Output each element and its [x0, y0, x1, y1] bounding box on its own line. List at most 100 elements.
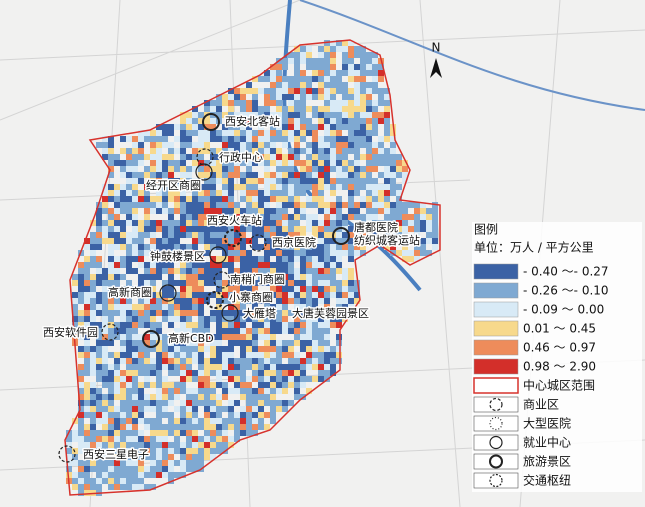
- density-cell: [252, 268, 258, 274]
- density-cell: [252, 184, 258, 190]
- density-cell: [420, 238, 426, 244]
- density-cell: [210, 136, 216, 142]
- density-cell: [348, 190, 354, 196]
- density-cell: [270, 118, 276, 124]
- density-cell: [222, 418, 228, 424]
- density-cell: [336, 292, 342, 298]
- density-cell: [132, 202, 138, 208]
- density-cell: [96, 364, 102, 370]
- density-cell: [228, 364, 234, 370]
- density-cell: [120, 322, 126, 328]
- density-cell: [78, 310, 84, 316]
- density-cell: [288, 82, 294, 88]
- density-cell: [234, 382, 240, 388]
- density-cell: [210, 244, 216, 250]
- density-cell: [300, 160, 306, 166]
- density-cell: [186, 286, 192, 292]
- density-cell: [246, 364, 252, 370]
- density-cell: [174, 334, 180, 340]
- density-cell: [78, 280, 84, 286]
- density-cell: [168, 154, 174, 160]
- density-cell: [288, 130, 294, 136]
- density-cell: [102, 274, 108, 280]
- density-cell: [282, 94, 288, 100]
- density-cell: [300, 124, 306, 130]
- density-cell: [330, 178, 336, 184]
- density-cell: [102, 304, 108, 310]
- density-cell: [126, 172, 132, 178]
- density-cell: [264, 358, 270, 364]
- density-cell: [372, 100, 378, 106]
- density-cell: [276, 64, 282, 70]
- density-cell: [270, 370, 276, 376]
- density-cell: [168, 364, 174, 370]
- density-cell: [432, 208, 438, 214]
- density-cell: [330, 64, 336, 70]
- density-cell: [282, 142, 288, 148]
- density-cell: [168, 472, 174, 478]
- density-cell: [384, 244, 390, 250]
- density-cell: [318, 172, 324, 178]
- density-cell: [114, 454, 120, 460]
- density-cell: [216, 286, 222, 292]
- density-cell: [132, 232, 138, 238]
- density-cell: [174, 310, 180, 316]
- density-cell: [114, 388, 120, 394]
- density-cell: [90, 352, 96, 358]
- density-cell: [228, 148, 234, 154]
- density-cell: [288, 292, 294, 298]
- density-cell: [222, 310, 228, 316]
- density-cell: [174, 418, 180, 424]
- density-cell: [162, 220, 168, 226]
- density-cell: [312, 268, 318, 274]
- density-cell: [294, 172, 300, 178]
- density-cell: [216, 232, 222, 238]
- density-cell: [102, 226, 108, 232]
- density-cell: [336, 322, 342, 328]
- density-cell: [78, 352, 84, 358]
- density-cell: [342, 304, 348, 310]
- density-cell: [300, 262, 306, 268]
- density-cell: [114, 214, 120, 220]
- density-cell: [150, 238, 156, 244]
- density-cell: [216, 382, 222, 388]
- density-cell: [264, 166, 270, 172]
- density-cell: [192, 358, 198, 364]
- density-cell: [270, 190, 276, 196]
- density-cell: [360, 88, 366, 94]
- density-cell: [318, 196, 324, 202]
- density-cell: [132, 160, 138, 166]
- density-cell: [270, 154, 276, 160]
- density-cell: [258, 322, 264, 328]
- density-cell: [294, 382, 300, 388]
- density-cell: [102, 220, 108, 226]
- density-cell: [108, 214, 114, 220]
- density-cell: [90, 382, 96, 388]
- density-cell: [108, 226, 114, 232]
- density-cell: [150, 148, 156, 154]
- density-cell: [336, 208, 342, 214]
- density-cell: [264, 376, 270, 382]
- density-cell: [270, 304, 276, 310]
- density-cell: [198, 226, 204, 232]
- density-cell: [114, 310, 120, 316]
- density-cell: [312, 184, 318, 190]
- density-cell: [300, 322, 306, 328]
- density-cell: [390, 130, 396, 136]
- density-cell: [84, 382, 90, 388]
- density-cell: [408, 214, 414, 220]
- density-cell: [396, 160, 402, 166]
- density-cell: [144, 154, 150, 160]
- density-cell: [342, 70, 348, 76]
- density-cell: [90, 454, 96, 460]
- density-cell: [300, 136, 306, 142]
- density-cell: [156, 130, 162, 136]
- density-cell: [294, 106, 300, 112]
- density-cell: [96, 472, 102, 478]
- density-cell: [366, 196, 372, 202]
- density-cell: [312, 124, 318, 130]
- density-cell: [120, 454, 126, 460]
- density-cell: [126, 208, 132, 214]
- density-cell: [108, 424, 114, 430]
